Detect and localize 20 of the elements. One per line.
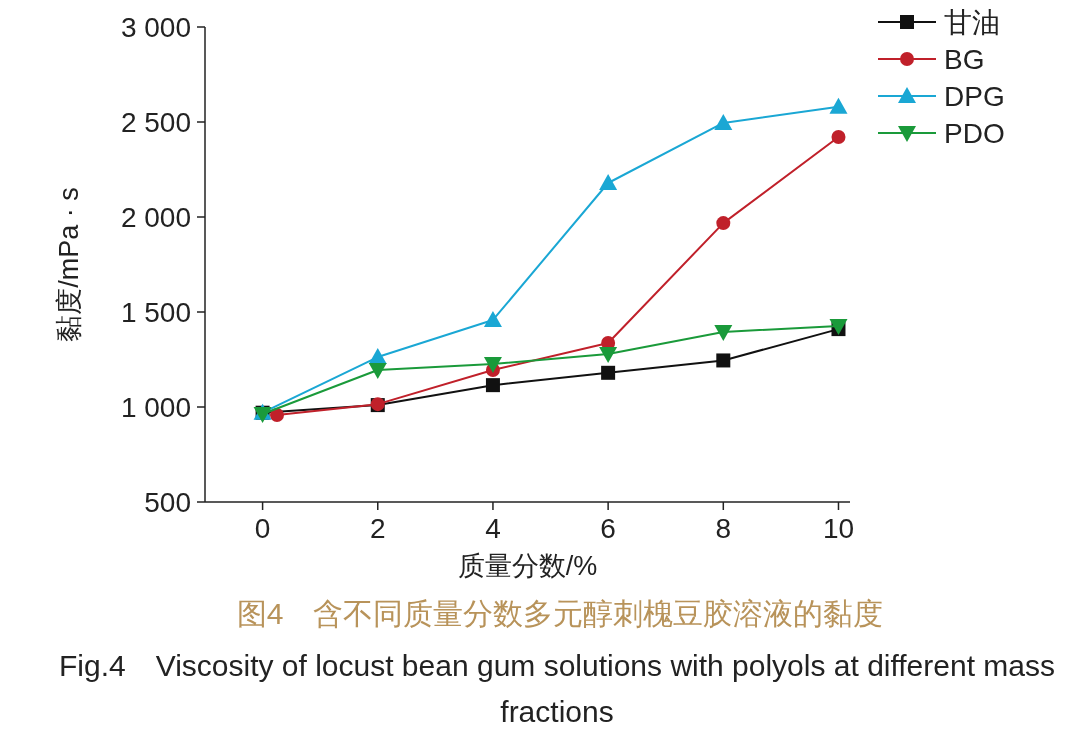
x-tick-label: 2 (369, 513, 386, 544)
x-tick-label: 8 (715, 513, 732, 544)
x-tick-label: 4 (485, 513, 501, 544)
legend-label: PDO (944, 118, 1005, 149)
y-tick-label: 500 (144, 487, 191, 518)
y-tick-label: 2 000 (120, 202, 191, 233)
x-tick-label: 6 (600, 513, 616, 544)
y-tick-label: 3 000 (120, 12, 191, 43)
x-tick-label: 10 (822, 513, 855, 544)
legend-label: 甘油 (944, 7, 1000, 38)
x-axis-title: 质量分数/% (457, 551, 598, 581)
text: Fig.4 Viscosity of locust bean gum solutions with polyols at different mass fractions (58, 649, 1056, 728)
legend-label: DPG (944, 81, 1005, 112)
legend-label: BG (944, 44, 985, 75)
y-axis-title: 黏度/mPa · s (54, 187, 84, 342)
y-tick-label: 2 500 (120, 107, 191, 138)
y-tick-label: 1 500 (120, 297, 191, 328)
x-tick-label: 0 (254, 513, 271, 544)
text: 图4 含不同质量分数多元醇刺槐豆胶溶液的黏度 (236, 597, 884, 630)
y-tick-label: 1 000 (120, 392, 191, 423)
